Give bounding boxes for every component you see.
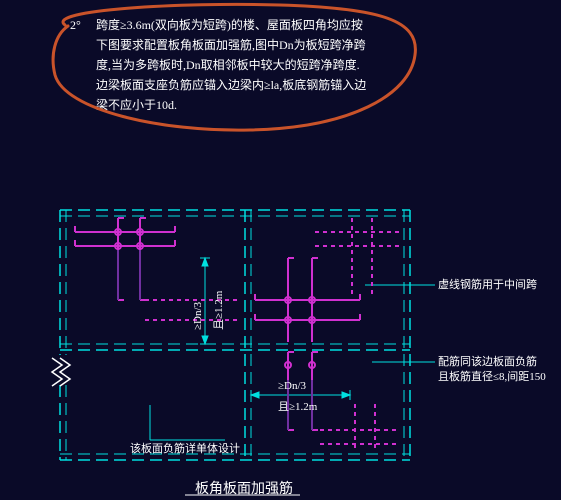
dim-v-2: 且≥1.2m <box>210 291 226 330</box>
label-right-1: 虚线钢筋用于中间跨 <box>438 278 537 293</box>
label-right-2b: 且板筋直径≤8,间距150 <box>438 370 546 385</box>
label-bottom-note: 该板面负筋详单体设计 <box>130 442 240 457</box>
diagram-title: 板角板面加强筋 <box>195 478 293 498</box>
dim-v-1: ≥Dn/3 <box>192 302 204 330</box>
dim-h-1: ≥Dn/3 <box>278 380 306 392</box>
label-right-2a: 配筋同该边板面负筋 <box>438 355 537 370</box>
annotation-circle <box>0 0 561 200</box>
dim-h-2: 且≥1.2m <box>278 398 317 414</box>
